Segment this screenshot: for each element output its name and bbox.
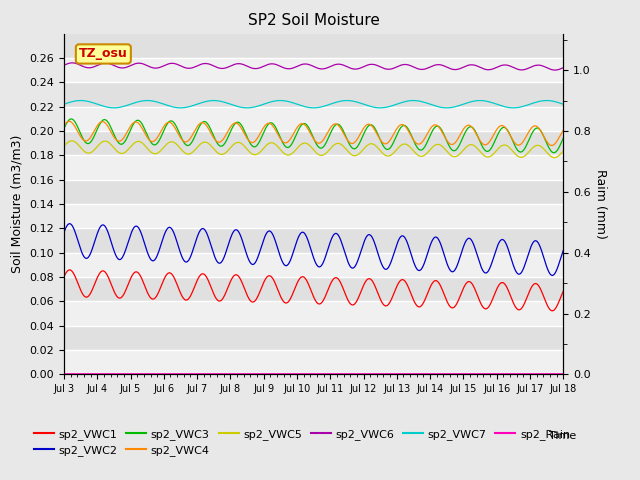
Bar (64, 326, 563, 350)
Text: TZ_osu: TZ_osu (79, 48, 128, 60)
Y-axis label: Raim (mm): Raim (mm) (595, 169, 607, 239)
Bar (64, 131, 563, 156)
Bar (64, 156, 563, 180)
Bar (64, 82, 563, 107)
Legend: sp2_VWC1, sp2_VWC2, sp2_VWC3, sp2_VWC4, sp2_VWC5, sp2_VWC6, sp2_VWC7, sp2_Rain: sp2_VWC1, sp2_VWC2, sp2_VWC3, sp2_VWC4, … (29, 424, 575, 460)
Bar (64, 301, 563, 326)
Bar (64, 277, 563, 301)
Bar (64, 58, 563, 82)
Bar (64, 180, 563, 204)
Bar (64, 107, 563, 131)
Y-axis label: Soil Moisture (m3/m3): Soil Moisture (m3/m3) (11, 135, 24, 273)
Bar (64, 228, 563, 252)
Bar (64, 34, 563, 58)
Text: Time: Time (548, 431, 576, 441)
Title: SP2 Soil Moisture: SP2 Soil Moisture (248, 13, 380, 28)
Bar (64, 204, 563, 228)
Bar (64, 252, 563, 277)
Bar (64, 350, 563, 374)
